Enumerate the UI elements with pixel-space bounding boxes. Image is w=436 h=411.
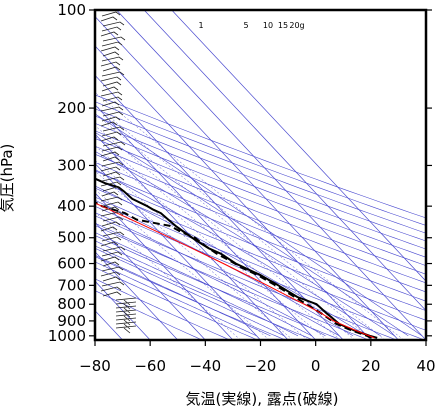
y-tick-label: 500	[57, 229, 86, 247]
mixing-ratio-line	[95, 92, 404, 340]
dry-adiabat-line	[95, 123, 426, 250]
mixing-ratio-label: 5	[243, 21, 248, 30]
x-tick-label: −60	[134, 357, 166, 375]
x-tick-label: 40	[416, 357, 435, 375]
y-tick-label: 900	[57, 312, 86, 330]
isotherm-line	[143, 10, 426, 312]
mixing-ratio-label: 10	[263, 21, 273, 30]
y-tick-label: 700	[57, 276, 86, 294]
mixing-ratio-labels: 1 5 10 15 20g	[198, 21, 304, 30]
y-tick-label: 600	[57, 255, 86, 273]
dry-adiabat-line	[95, 235, 342, 340]
moist-adiabat-line	[95, 113, 423, 337]
moist-adiabat-line	[95, 232, 312, 337]
dry-adiabat-line	[95, 101, 426, 226]
dry-adiabat-line	[95, 206, 425, 340]
isotherm-line	[95, 221, 206, 340]
dry-adiabat-line	[95, 153, 426, 284]
dry-adiabat-line	[95, 115, 426, 242]
dry-adiabat-line	[95, 290, 203, 340]
isotherm-line	[95, 133, 289, 340]
moist-adiabat-line	[95, 254, 271, 337]
parcel-line	[95, 202, 375, 339]
isotherm-line	[95, 280, 151, 340]
dry-adiabat-line	[95, 94, 426, 219]
dry-adiabat-line	[95, 256, 286, 340]
profile-lines	[95, 177, 378, 339]
mixing-ratio-line	[95, 104, 386, 340]
x-tick-label: 0	[311, 357, 321, 375]
moist-adiabat-line	[95, 169, 381, 337]
dry-adiabat-line	[95, 225, 370, 340]
dry-adiabat-line	[95, 187, 426, 321]
mixing-ratio-line	[95, 113, 373, 340]
dry-adiabat-line	[95, 130, 426, 258]
dry-adiabat-line	[95, 108, 426, 234]
wind-barbs	[100, 11, 137, 334]
isotherm-line	[95, 104, 316, 340]
moist-adiabat-line	[95, 212, 340, 337]
x-tick-label: −20	[245, 357, 277, 375]
isotherm-line	[116, 10, 426, 340]
x-axis: −80 −60 −40 −20 0 20 40	[79, 340, 436, 375]
isotherm-line	[95, 192, 234, 340]
y-axis-label: 気圧(hPa)	[0, 144, 16, 213]
moist-adiabat-line	[95, 150, 395, 337]
moist-adiabat-line	[95, 247, 285, 337]
dry-adiabat-line	[95, 178, 426, 311]
isotherm-line	[171, 10, 426, 282]
dry-adiabat-line	[95, 278, 230, 340]
dry-adiabat-line	[95, 245, 314, 340]
isotherm-line	[95, 251, 179, 340]
moist-adiabat-line	[95, 132, 409, 337]
dry-adiabat-line	[95, 162, 426, 293]
mixing-ratio-label: 20g	[289, 21, 304, 30]
isotherm-line	[95, 74, 344, 340]
moist-adiabat-line	[95, 222, 326, 337]
y-tick-label: 1000	[48, 327, 86, 345]
x-tick-label: 20	[361, 357, 380, 375]
y-tick-label: 800	[57, 295, 86, 313]
y-tick-label: 200	[57, 99, 86, 117]
dry-adiabat-line	[95, 145, 426, 275]
x-axis-label: 気温(実線), 露点(破線)	[186, 390, 339, 408]
dry-adiabat-line	[95, 138, 426, 267]
dewpoint-line	[95, 200, 373, 339]
moist-adiabat-line	[95, 261, 257, 337]
y-tick-label: 100	[57, 1, 86, 19]
x-tick-label: −40	[190, 357, 222, 375]
mixing-ratio-line	[95, 135, 341, 340]
isotherm-line	[95, 163, 261, 340]
mixing-ratio-line	[95, 170, 294, 340]
y-tick-label: 300	[57, 156, 86, 174]
isotherm-line	[95, 45, 372, 340]
dry-adiabat-line	[95, 170, 426, 302]
x-tick-label: −80	[79, 357, 111, 375]
moist-adiabat-line	[95, 185, 368, 337]
dry-adiabat-line	[95, 267, 258, 340]
y-tick-label: 400	[57, 197, 86, 215]
mixing-ratio-label: 15	[278, 21, 288, 30]
temperature-line	[95, 177, 378, 339]
mixing-ratio-line	[95, 189, 270, 340]
moist-adiabat-line	[95, 240, 299, 337]
moist-adiabat-line	[95, 199, 354, 337]
dry-adiabat-line	[95, 196, 426, 331]
mixing-ratio-label: 1	[198, 21, 203, 30]
wind-barb-marks	[100, 11, 137, 334]
